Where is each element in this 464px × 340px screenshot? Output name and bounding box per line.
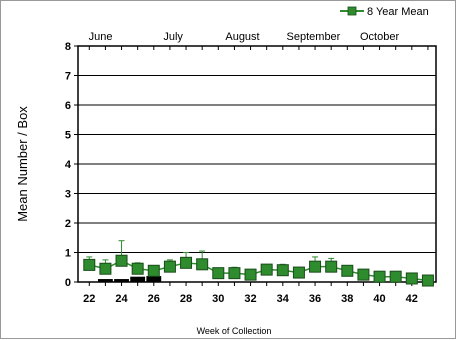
data-point-week-28 (180, 256, 193, 269)
data-point-week-36 (309, 260, 322, 273)
x-tick-label-32: 32 (244, 293, 256, 305)
data-point-week-24 (115, 254, 128, 267)
month-label-october: October (360, 31, 399, 43)
x-tick-label-28: 28 (180, 293, 192, 305)
bar-week-23 (97, 279, 113, 282)
y-tick-label-6: 6 (65, 100, 71, 112)
data-point-week-33 (260, 263, 273, 276)
data-point-week-42 (405, 272, 418, 285)
data-point-week-34 (276, 264, 289, 277)
data-point-week-26 (147, 264, 160, 277)
data-point-week-35 (292, 266, 305, 279)
bar-week-25 (130, 276, 146, 282)
y-tick-label-1: 1 (65, 248, 71, 260)
legend-marker (347, 6, 357, 16)
month-label-july: July (163, 31, 183, 43)
data-point-week-41 (389, 270, 402, 283)
data-point-week-22 (83, 258, 96, 271)
y-tick-label-8: 8 (65, 41, 71, 53)
line-series (83, 240, 434, 287)
y-tick-label-5: 5 (65, 130, 71, 142)
month-label-june: June (89, 31, 113, 43)
bar-series (97, 276, 162, 282)
data-point-week-43 (421, 274, 434, 287)
data-point-week-38 (341, 264, 354, 277)
data-point-week-40 (373, 270, 386, 283)
y-axis-label: Mean Number / Box (15, 106, 30, 222)
x-tick-label-22: 22 (83, 293, 95, 305)
y-tick-label-7: 7 (65, 71, 71, 83)
x-tick-label-24: 24 (115, 293, 128, 305)
month-label-august: August (225, 31, 259, 43)
x-tick-label-42: 42 (406, 293, 418, 305)
data-point-week-25 (131, 262, 144, 275)
y-tick-label-4: 4 (65, 159, 72, 171)
month-label-september: September (287, 31, 341, 43)
data-point-week-30 (212, 267, 225, 280)
data-point-week-37 (325, 260, 338, 273)
legend: 8 Year Mean (340, 6, 429, 18)
x-tick-label-40: 40 (373, 293, 385, 305)
data-point-week-23 (99, 262, 112, 275)
y-tick-label-0: 0 (65, 277, 71, 289)
x-tick-label-30: 30 (212, 293, 224, 305)
data-point-week-29 (196, 258, 209, 271)
x-tick-label-34: 34 (277, 293, 290, 305)
data-point-week-27 (163, 260, 176, 273)
x-tick-label-38: 38 (341, 293, 353, 305)
x-tick-label-36: 36 (309, 293, 321, 305)
data-point-week-39 (357, 268, 370, 281)
y-tick-label-3: 3 (65, 189, 71, 201)
bar-week-24 (114, 279, 129, 282)
bar-week-26 (146, 276, 162, 282)
legend-label: 8 Year Mean (367, 6, 429, 18)
series-line-8-year-mean (89, 259, 429, 282)
data-point-week-32 (244, 268, 257, 281)
data-point-week-31 (228, 267, 241, 280)
x-tick-label-26: 26 (148, 293, 160, 305)
grid-lines (78, 75, 436, 253)
x-axis-label: Week of Collection (197, 326, 272, 336)
y-tick-label-2: 2 (65, 218, 71, 230)
